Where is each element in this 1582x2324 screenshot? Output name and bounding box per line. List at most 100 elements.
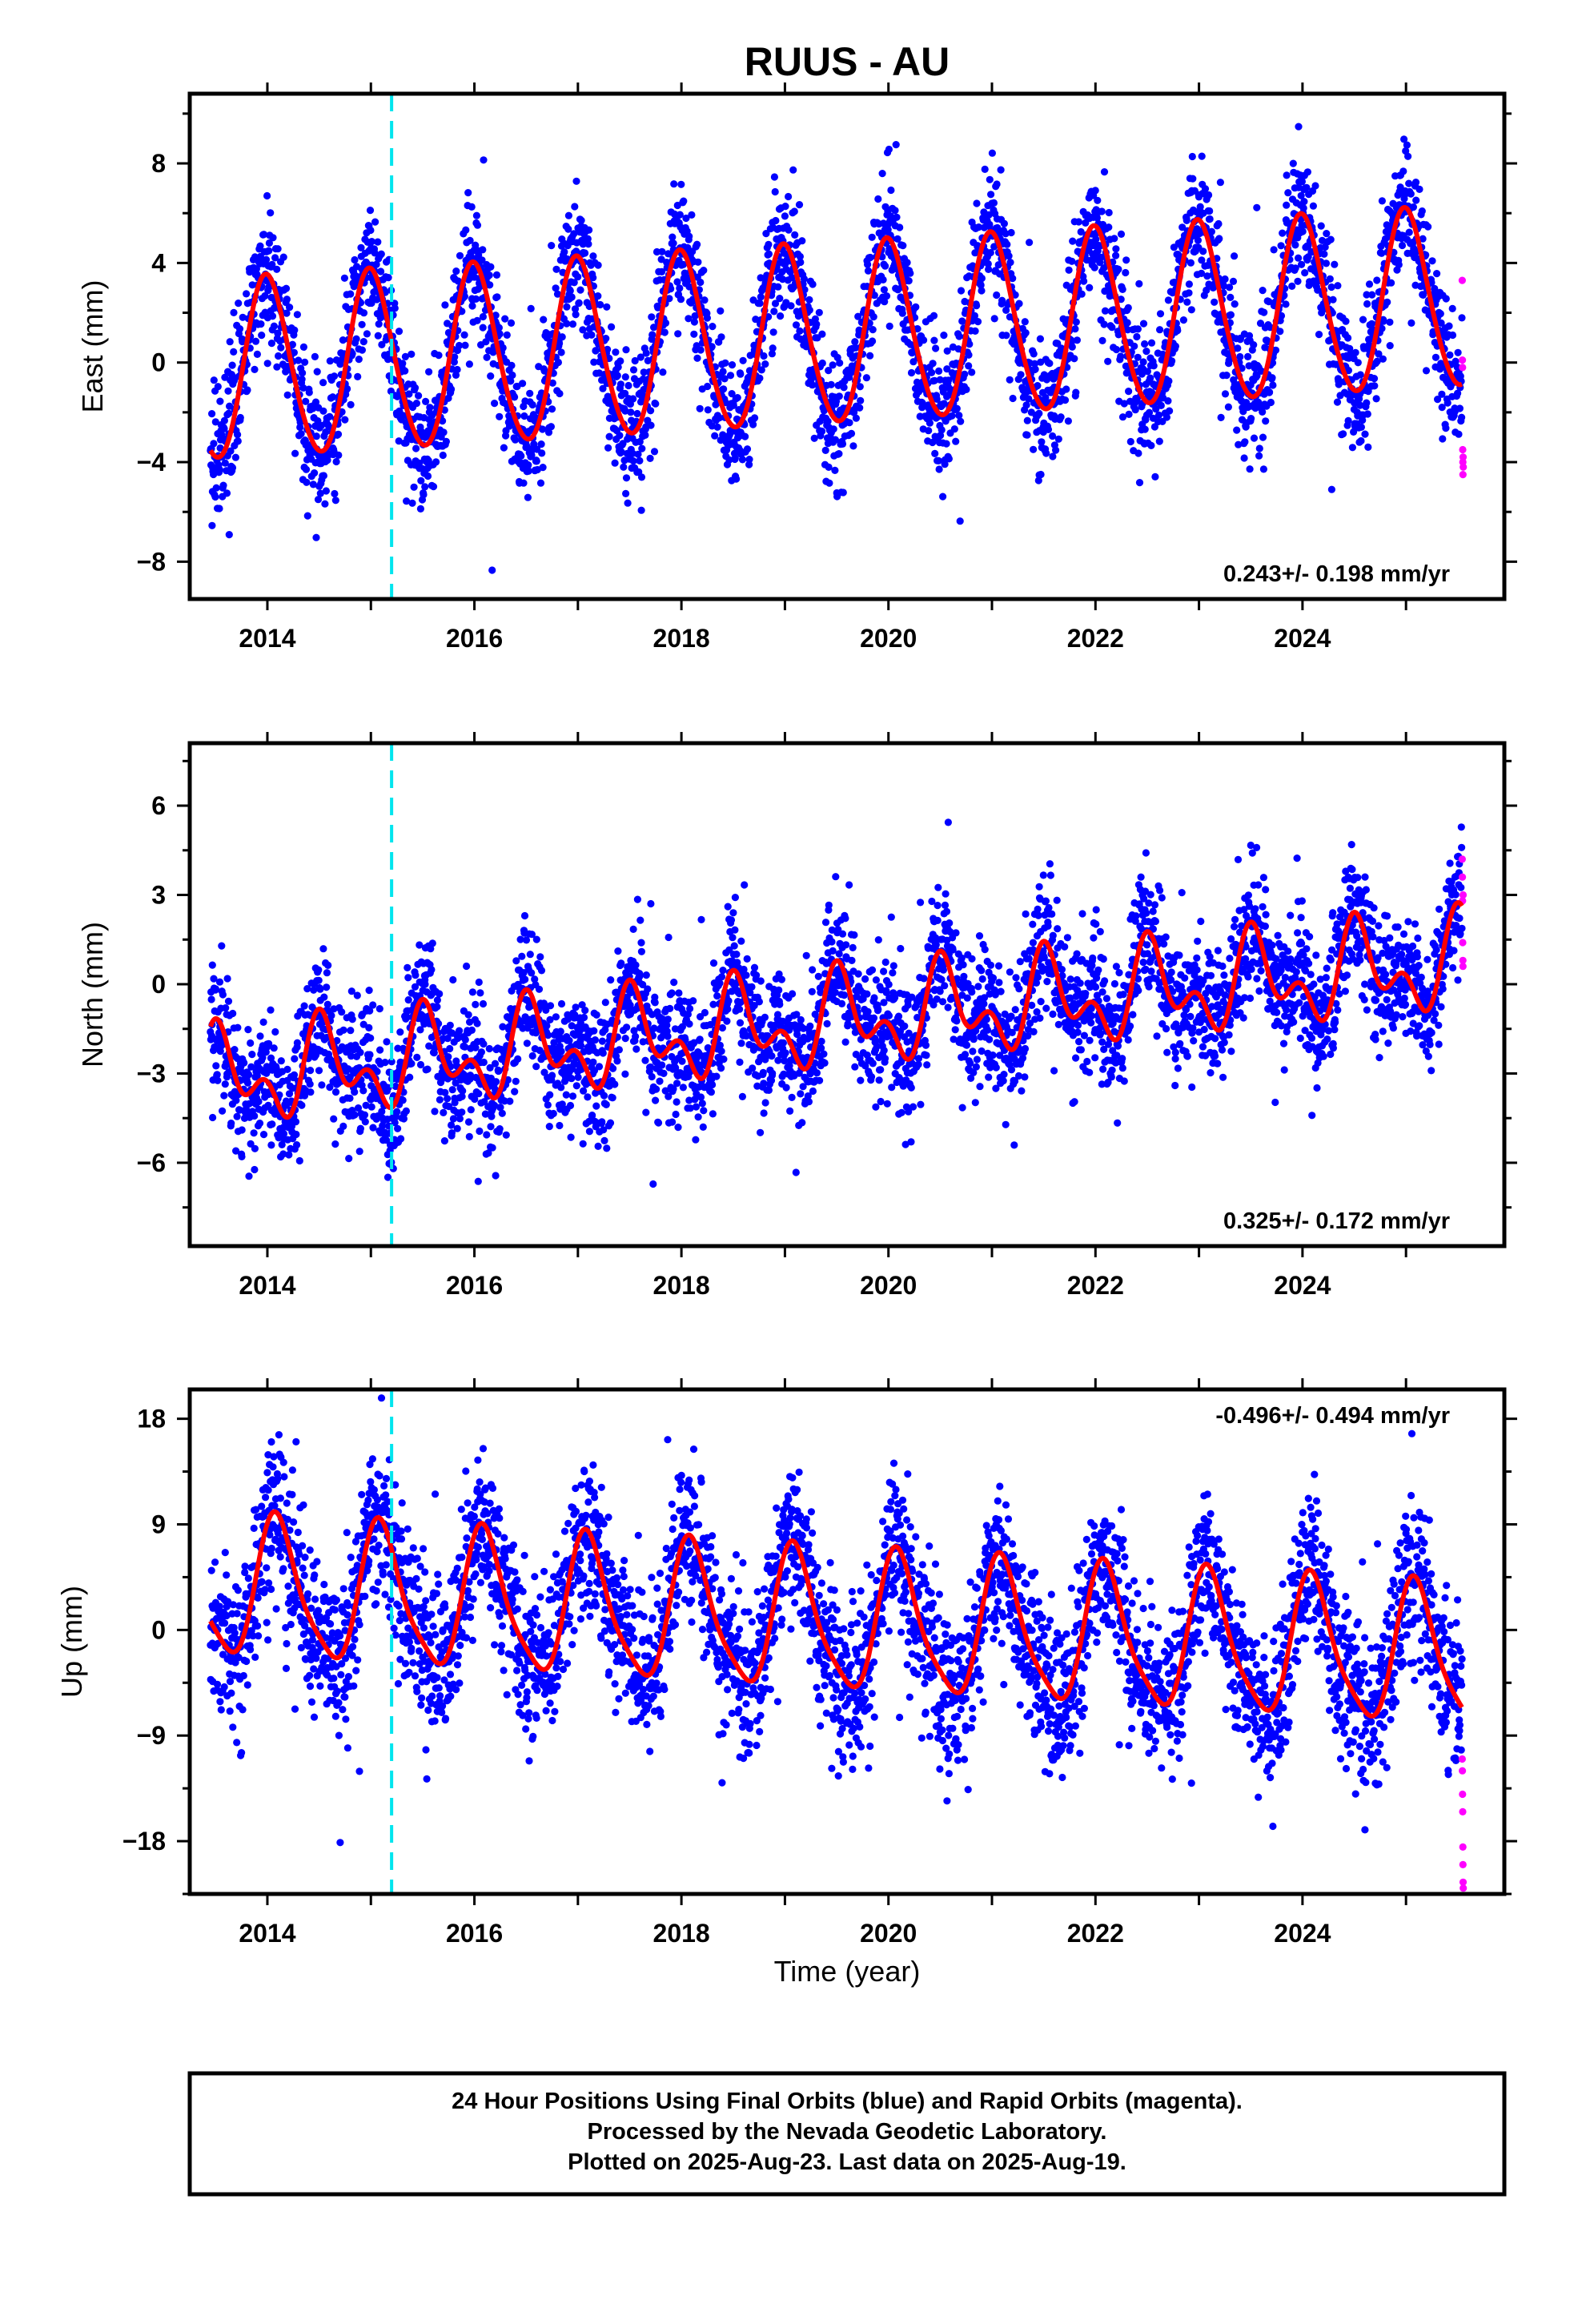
final-orbit-point	[343, 384, 351, 393]
final-orbit-point	[652, 247, 661, 256]
final-orbit-point	[417, 476, 425, 485]
final-orbit-point	[303, 512, 311, 520]
final-orbit-point	[1141, 340, 1149, 348]
final-orbit-point	[1344, 334, 1352, 342]
final-orbit-point	[235, 325, 244, 333]
final-orbit-point	[849, 442, 857, 450]
final-orbit-point	[528, 969, 536, 977]
final-orbit-point	[1299, 227, 1307, 235]
final-orbit-point	[546, 1002, 555, 1010]
final-orbit-point	[1231, 252, 1239, 260]
final-orbit-point	[319, 472, 327, 480]
final-orbit-point	[1284, 189, 1292, 197]
final-orbit-point	[227, 1120, 235, 1128]
final-orbit-point	[496, 330, 504, 338]
final-orbit-point	[263, 191, 271, 200]
final-orbit-point	[520, 412, 528, 420]
final-orbit-point	[788, 273, 796, 282]
final-orbit-point	[809, 280, 817, 288]
final-orbit-point	[572, 1003, 580, 1011]
final-orbit-point	[306, 1080, 314, 1088]
final-orbit-point	[440, 428, 448, 436]
final-orbit-point	[725, 456, 733, 464]
final-orbit-point	[739, 356, 747, 364]
final-orbit-point	[825, 479, 833, 487]
final-orbit-point	[435, 352, 443, 360]
final-orbit-point	[468, 1026, 476, 1034]
final-orbit-point	[1145, 408, 1154, 416]
final-orbit-point	[1233, 426, 1241, 434]
final-orbit-point	[1030, 445, 1038, 453]
final-orbit-point	[594, 261, 602, 269]
final-orbit-point	[355, 356, 363, 364]
final-orbit-point	[356, 1124, 364, 1132]
final-orbit-point	[1006, 376, 1014, 384]
final-orbit-point	[291, 1055, 299, 1063]
final-orbit-point	[552, 1013, 560, 1021]
final-orbit-point	[245, 1172, 253, 1180]
x-tick-label: 2020	[860, 624, 917, 653]
final-orbit-point	[892, 141, 900, 149]
y-tick-label: −4	[137, 448, 167, 476]
final-orbit-point	[220, 424, 228, 432]
final-orbit-point	[985, 265, 993, 273]
final-orbit-point	[323, 456, 331, 464]
final-orbit-point	[302, 397, 310, 405]
final-orbit-point	[1100, 264, 1108, 272]
final-orbit-point	[1034, 382, 1042, 390]
final-orbit-point	[1443, 399, 1452, 407]
final-orbit-point	[1198, 256, 1206, 264]
final-orbit-point	[366, 207, 375, 215]
final-orbit-point	[355, 1148, 363, 1156]
final-orbit-point	[1104, 357, 1112, 365]
final-orbit-point	[1147, 339, 1156, 347]
final-orbit-point	[711, 432, 719, 440]
final-orbit-point	[1206, 215, 1214, 223]
final-orbit-point	[273, 363, 281, 371]
final-orbit-point	[223, 489, 231, 497]
final-orbit-point	[351, 1111, 359, 1119]
final-orbit-point	[268, 260, 276, 268]
final-orbit-point	[1231, 300, 1239, 308]
final-orbit-point	[831, 466, 839, 475]
final-orbit-point	[462, 226, 470, 234]
final-orbit-point	[228, 464, 237, 472]
final-orbit-point	[283, 391, 291, 399]
final-orbit-point	[1221, 390, 1230, 398]
final-orbit-point	[268, 312, 277, 320]
final-orbit-point	[547, 423, 556, 431]
final-orbit-point	[682, 214, 690, 223]
x-tick-label: 2014	[239, 624, 295, 653]
final-orbit-point	[283, 1065, 291, 1073]
final-orbit-point	[412, 444, 420, 452]
final-orbit-point	[1156, 326, 1164, 334]
final-orbit-point	[472, 1000, 480, 1008]
final-orbit-point	[412, 971, 420, 979]
final-orbit-point	[1206, 207, 1214, 215]
final-orbit-point	[1130, 342, 1138, 350]
final-orbit-point	[495, 324, 504, 332]
final-orbit-point	[410, 483, 418, 491]
final-orbit-point	[968, 368, 976, 376]
final-orbit-point	[1442, 424, 1450, 432]
final-orbit-point	[251, 337, 260, 345]
final-orbit-point	[1036, 335, 1044, 343]
final-orbit-point	[221, 373, 229, 381]
final-orbit-point	[1141, 425, 1149, 433]
final-orbit-point	[220, 416, 228, 424]
final-orbit-point	[500, 444, 508, 452]
final-orbit-point	[1291, 264, 1299, 272]
final-orbit-point	[1188, 152, 1196, 161]
final-orbit-point	[1223, 372, 1231, 380]
final-orbit-point	[629, 366, 638, 374]
final-orbit-point	[416, 1060, 425, 1069]
final-orbit-point	[331, 497, 339, 505]
final-orbit-point	[787, 302, 795, 310]
final-orbit-point	[1203, 272, 1211, 280]
final-orbit-point	[258, 332, 266, 340]
final-orbit-point	[1241, 438, 1249, 446]
final-orbit-point	[305, 388, 313, 396]
final-orbit-point	[1112, 245, 1120, 253]
final-orbit-point	[956, 517, 964, 525]
final-orbit-point	[818, 330, 826, 338]
